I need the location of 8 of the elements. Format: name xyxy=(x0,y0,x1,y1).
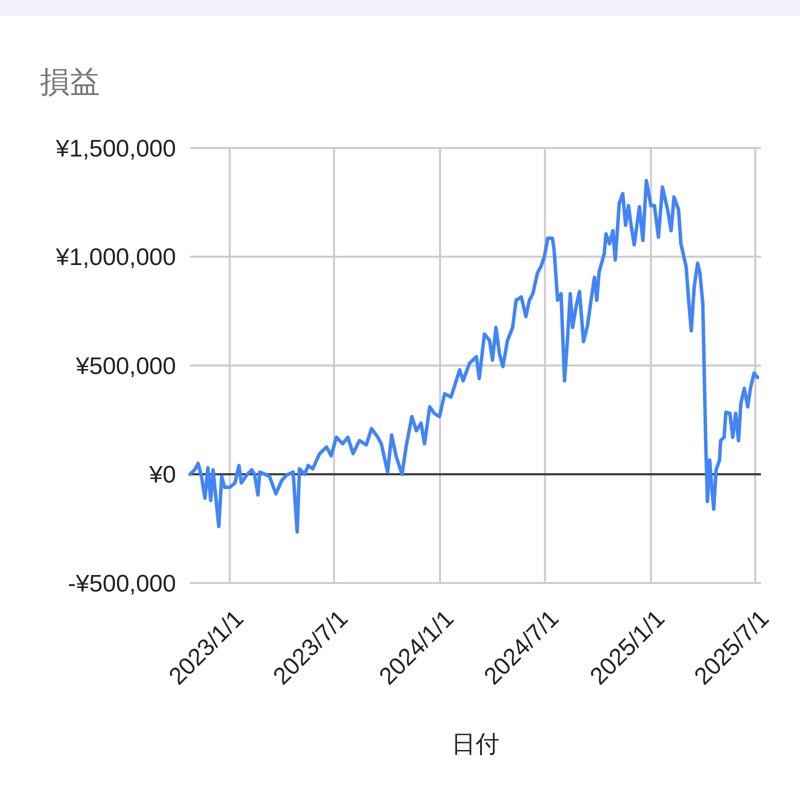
y-tick-label: ¥0 xyxy=(148,462,176,489)
x-axis-title: 日付 xyxy=(452,731,500,758)
y-tick-label: ¥1,000,000 xyxy=(54,244,176,272)
chart-title: 損益 xyxy=(40,66,100,99)
y-tick-label: ¥1,500,000 xyxy=(54,135,176,162)
line-series xyxy=(188,178,760,534)
y-tick-label: ¥500,000 xyxy=(74,352,176,380)
y-tick-label: -¥500,000 xyxy=(68,570,176,598)
